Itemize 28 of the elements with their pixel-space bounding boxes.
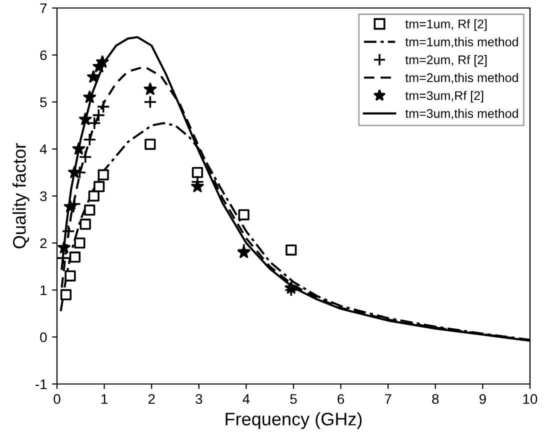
y-tick-label: 5 [40, 97, 47, 108]
legend-label: tm=1um, Rf [2] [405, 19, 487, 31]
y-tick-label: 1 [40, 285, 47, 296]
y-tick-label: 4 [40, 144, 47, 154]
legend-label: tm=3um,this method [405, 108, 518, 120]
x-tick-label: 5 [290, 394, 297, 404]
y-tick-label: -1 [36, 379, 47, 390]
y-axis-title: Quality factor [12, 143, 30, 248]
legend-label: tm=2um, Rf [2] [405, 55, 487, 67]
x-axis-title: Frequency (GHz) [226, 412, 362, 430]
legend-label: tm=3um,Rf [2] [405, 90, 484, 103]
y-tick-label: 3 [40, 191, 47, 202]
x-tick-label: 10 [523, 394, 538, 404]
x-tick-label: 4 [242, 394, 250, 404]
x-tick-label: 3 [196, 394, 202, 404]
x-tick-label: 6 [338, 394, 344, 404]
legend-label: tm=2um,this method [405, 72, 518, 84]
x-tick-label: 7 [384, 394, 392, 404]
x-tick-label: 1 [101, 394, 108, 404]
y-tick-label: 6 [40, 50, 47, 60]
y-tick-label: 0 [40, 332, 47, 342]
x-tick-label: 8 [432, 394, 439, 404]
x-tick-label: 9 [479, 394, 486, 404]
y-tick-label: 2 [40, 238, 47, 248]
legend-label: tm=1um,this method [405, 37, 518, 48]
x-tick-label: 2 [148, 394, 155, 404]
y-tick-label: 7 [40, 3, 47, 14]
x-tick-label: 0 [54, 394, 60, 404]
